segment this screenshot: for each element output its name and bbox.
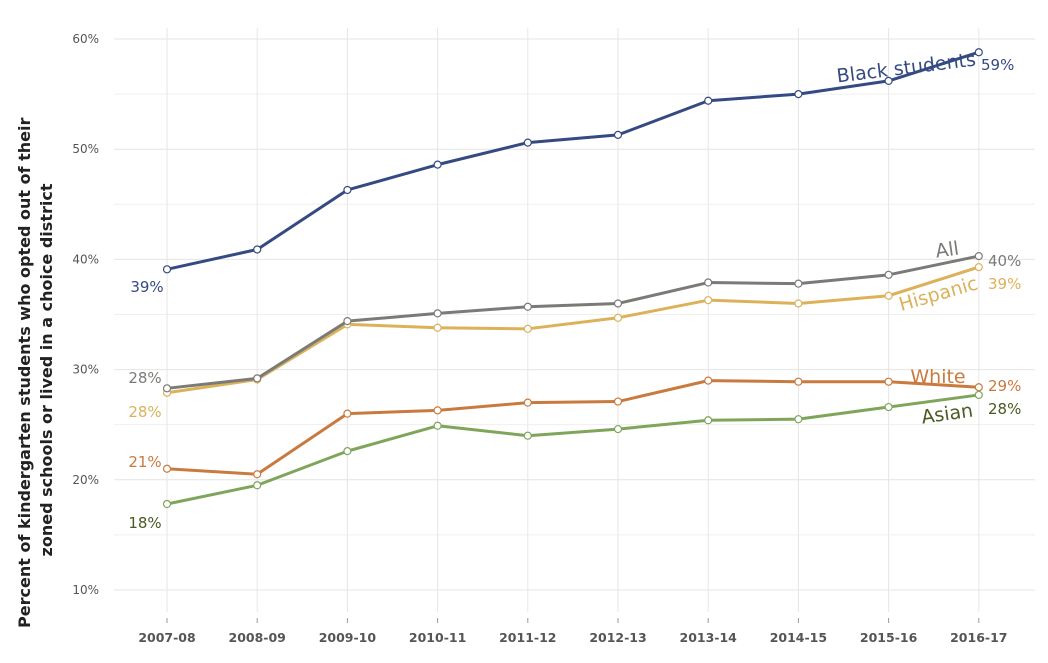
black-students-series-label: Black students bbox=[835, 49, 977, 88]
all-point bbox=[613, 299, 623, 308]
hispanic-point bbox=[433, 323, 442, 332]
x-tick-label: 2016-17 bbox=[950, 630, 1007, 645]
white-point bbox=[613, 397, 623, 406]
asian-point bbox=[613, 424, 623, 434]
white-point bbox=[794, 377, 803, 386]
y-tick-label: 30% bbox=[72, 363, 99, 377]
asian-point bbox=[433, 421, 442, 430]
y-tick-label: 20% bbox=[72, 473, 99, 487]
asian-point bbox=[162, 499, 172, 509]
asian-end-label: 28% bbox=[988, 400, 1021, 418]
white-point bbox=[884, 377, 893, 386]
black-students-point bbox=[704, 96, 713, 105]
asian-point bbox=[794, 415, 803, 424]
black-students-point bbox=[433, 160, 442, 169]
black-students-point bbox=[343, 185, 352, 195]
all-point bbox=[523, 302, 532, 311]
all-series-label: All bbox=[934, 238, 960, 263]
white-end-label: 29% bbox=[988, 377, 1021, 395]
hispanic-point bbox=[794, 299, 803, 308]
white-start-label: 21% bbox=[128, 453, 161, 471]
black-students-start-label: 39% bbox=[130, 278, 163, 296]
black-students-point bbox=[613, 130, 623, 139]
all-start-label: 28% bbox=[128, 369, 161, 387]
y-tick-label: 10% bbox=[72, 583, 99, 597]
series-layer bbox=[162, 48, 983, 509]
white-point bbox=[523, 398, 532, 407]
y-tick-label: 50% bbox=[72, 142, 99, 156]
white-point bbox=[253, 470, 262, 479]
asian-point bbox=[704, 416, 713, 425]
white-point bbox=[162, 464, 172, 473]
x-axis-ticks: 2007-08 2008-09 2009-10 2010-11 2011-12 2012-… bbox=[138, 618, 1007, 645]
all-point bbox=[162, 384, 172, 393]
white-point bbox=[343, 409, 352, 418]
white-series-label: White bbox=[910, 366, 965, 388]
x-tick-label: 2010-11 bbox=[409, 630, 466, 645]
all-point bbox=[884, 270, 893, 279]
white-point bbox=[433, 406, 442, 415]
black-students-line bbox=[165, 50, 981, 271]
all-end-label: 40% bbox=[988, 252, 1021, 270]
asian-point bbox=[974, 390, 983, 400]
white-point bbox=[704, 376, 713, 385]
asian-point bbox=[884, 402, 893, 412]
all-point bbox=[974, 251, 983, 261]
asian-point bbox=[343, 447, 352, 456]
all-point bbox=[433, 309, 442, 318]
white-line bbox=[165, 379, 981, 476]
black-students-end-label: 59% bbox=[981, 56, 1014, 74]
hispanic-line bbox=[165, 265, 981, 395]
y-tick-label: 40% bbox=[72, 252, 99, 266]
y-axis-ticks: 10% 20% 30% 40% 50% 60% bbox=[72, 32, 99, 597]
hispanic-point bbox=[884, 291, 893, 300]
all-point bbox=[253, 374, 262, 383]
asian-point bbox=[523, 431, 532, 440]
black-students-point bbox=[794, 90, 803, 99]
y-axis-label: Percent of kindergarten students who opt… bbox=[15, 112, 56, 628]
x-tick-label: 2012-13 bbox=[589, 630, 646, 645]
y-axis-label-line-2: zoned schools or lived in a choice distr… bbox=[37, 183, 56, 556]
x-tick-label: 2014-15 bbox=[770, 630, 827, 645]
hispanic-start-label: 28% bbox=[128, 403, 161, 421]
series-labels: 39%59%Black students28%40%All28%39%Hispa… bbox=[128, 49, 1021, 532]
hispanic-point bbox=[974, 263, 983, 272]
all-point bbox=[343, 317, 352, 326]
asian-start-label: 18% bbox=[128, 514, 161, 532]
x-tick-label: 2011-12 bbox=[499, 630, 556, 645]
x-tick-label: 2015-16 bbox=[860, 630, 918, 645]
x-tick-label: 2013-14 bbox=[680, 630, 738, 645]
x-tick-label: 2009-10 bbox=[319, 630, 377, 645]
x-tick-label: 2008-09 bbox=[229, 630, 286, 645]
y-tick-label: 60% bbox=[72, 32, 99, 46]
x-tick-label: 2007-08 bbox=[138, 630, 195, 645]
all-point bbox=[794, 279, 803, 288]
black-students-point bbox=[253, 245, 262, 254]
grid-lines bbox=[114, 28, 1035, 612]
black-students-point bbox=[974, 48, 983, 57]
all-point bbox=[704, 278, 713, 287]
hispanic-point bbox=[704, 296, 713, 305]
black-students-point bbox=[162, 265, 172, 274]
all-line bbox=[165, 254, 981, 390]
y-axis-label-line-1: Percent of kindergarten students who opt… bbox=[15, 118, 34, 628]
asian-line bbox=[165, 393, 981, 506]
hispanic-point bbox=[523, 324, 532, 333]
white-point bbox=[974, 383, 983, 392]
hispanic-point bbox=[613, 313, 623, 322]
asian-point bbox=[253, 481, 262, 490]
hispanic-end-label: 39% bbox=[988, 275, 1021, 293]
black-students-point bbox=[884, 76, 893, 85]
black-students-point bbox=[523, 138, 532, 147]
